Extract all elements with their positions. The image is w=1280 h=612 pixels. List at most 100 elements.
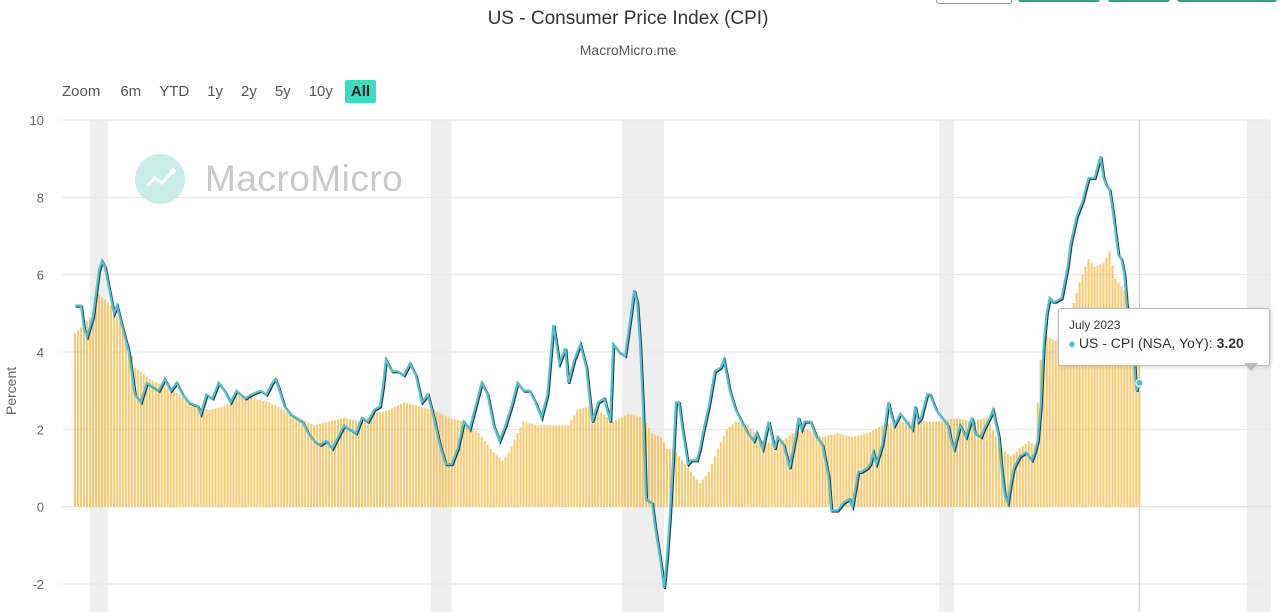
bar <box>585 407 588 507</box>
bar <box>1129 307 1132 507</box>
y-tick-label: -2 <box>32 577 44 592</box>
bar <box>447 417 450 507</box>
bar <box>337 419 340 507</box>
share-button[interactable] <box>1018 0 1100 2</box>
bar <box>241 395 244 507</box>
bar <box>352 420 355 507</box>
data-tooltip: July 2023 ● US - CPI (NSA, YoY): 3.20 <box>1058 308 1270 366</box>
bar <box>937 421 941 507</box>
download-button[interactable] <box>1108 0 1170 2</box>
bar <box>498 457 501 507</box>
bar <box>372 413 376 507</box>
bar <box>680 460 683 507</box>
range-ytd-button[interactable]: YTD <box>159 83 190 100</box>
bar <box>869 431 872 507</box>
range-5y-button[interactable]: 5y <box>274 83 291 100</box>
bar <box>420 406 423 507</box>
bar <box>238 394 241 507</box>
bar <box>1006 453 1009 507</box>
subscribe-button[interactable] <box>1177 0 1277 2</box>
y-tick-label: 8 <box>37 190 44 205</box>
bar <box>926 421 929 507</box>
bar <box>908 421 911 507</box>
bar <box>349 419 352 507</box>
line-series <box>75 120 1144 612</box>
bar <box>1048 337 1051 507</box>
range-6m-button[interactable]: 6m <box>120 83 142 100</box>
bar <box>662 442 666 507</box>
bar <box>979 419 982 507</box>
bar <box>1027 440 1030 507</box>
recession-band <box>430 120 452 612</box>
range-2y-button[interactable]: 2y <box>241 83 257 100</box>
bar <box>1060 332 1063 507</box>
bar <box>794 432 797 507</box>
watermark-text: MacroMicro <box>205 158 404 199</box>
bar <box>1036 402 1039 507</box>
bar <box>609 419 612 507</box>
bar <box>133 367 136 507</box>
y-tick-label: 10 <box>30 113 44 128</box>
bar <box>471 428 474 507</box>
bar <box>588 406 591 507</box>
bar <box>782 440 785 507</box>
bar <box>118 321 121 507</box>
bar <box>214 408 217 507</box>
bar <box>468 426 471 507</box>
export-button[interactable] <box>936 0 1012 4</box>
bar <box>130 355 133 507</box>
bar <box>480 437 483 507</box>
bar <box>830 434 833 507</box>
bar <box>713 456 716 507</box>
bar <box>85 321 89 507</box>
bar <box>722 435 725 507</box>
recession-shading <box>89 120 1271 612</box>
bar <box>334 420 337 507</box>
bar <box>298 417 301 507</box>
bar <box>639 416 642 507</box>
bar <box>316 424 319 507</box>
range-all-button[interactable]: All <box>344 80 377 103</box>
bar <box>280 408 283 507</box>
bar <box>698 483 701 507</box>
bar <box>325 422 328 507</box>
zoom-label: Zoom <box>62 83 101 100</box>
bar <box>244 396 247 507</box>
bar <box>824 436 827 507</box>
bar <box>525 422 528 507</box>
range-1y-button[interactable]: 1y <box>207 83 224 100</box>
bar <box>1123 290 1126 507</box>
bar <box>268 402 271 507</box>
bar <box>836 433 839 507</box>
bar <box>1018 448 1021 507</box>
bar <box>295 416 298 507</box>
bar <box>615 420 618 507</box>
bar <box>229 401 232 507</box>
bar <box>429 409 432 507</box>
bar <box>486 444 489 507</box>
bar <box>1072 303 1075 507</box>
bar <box>665 448 669 507</box>
bar <box>770 443 773 507</box>
bar <box>360 420 364 507</box>
bar <box>459 420 462 507</box>
bar <box>597 410 600 507</box>
bar <box>624 415 627 507</box>
bar <box>160 385 163 507</box>
bar <box>417 406 420 507</box>
range-10y-button[interactable]: 10y <box>308 83 333 100</box>
bar <box>384 410 387 507</box>
bar <box>630 414 633 507</box>
bar <box>1099 264 1102 507</box>
bar <box>943 420 947 507</box>
bar <box>1111 265 1114 507</box>
bar <box>103 299 106 507</box>
bar <box>803 430 806 507</box>
bar <box>1045 336 1048 507</box>
bar <box>73 332 77 507</box>
bar <box>528 423 531 507</box>
bar <box>1087 259 1090 507</box>
bar <box>408 403 411 507</box>
bar <box>1021 446 1024 507</box>
